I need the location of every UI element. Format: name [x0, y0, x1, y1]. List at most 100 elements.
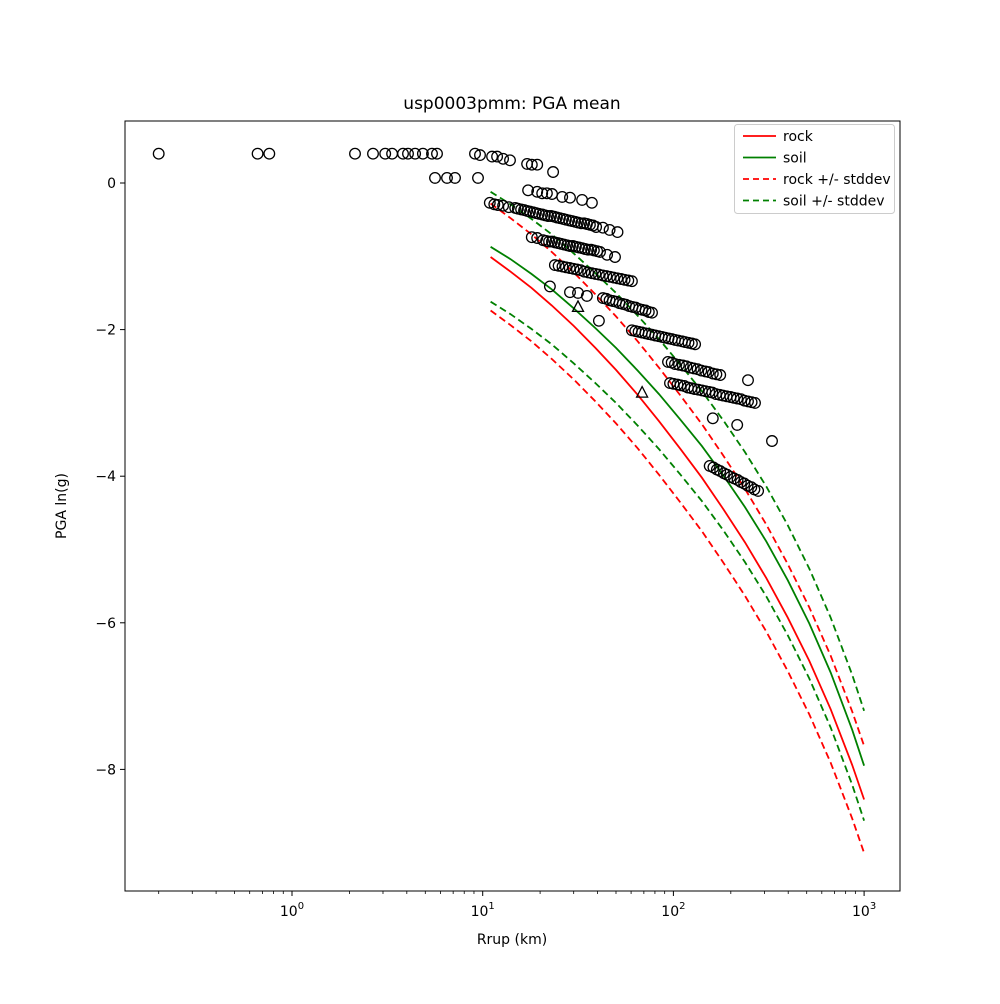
plot-border — [124, 120, 901, 892]
data-point-circle — [646, 306, 658, 319]
data-point-circle — [714, 369, 727, 381]
data-point-circle — [502, 201, 515, 214]
data-point-circle — [531, 232, 544, 244]
data-point-circle — [472, 171, 484, 184]
data-point-circle — [431, 147, 443, 160]
rock-plus-stddev-curve — [490, 202, 865, 747]
data-point-triangle — [635, 385, 649, 398]
data-point-circle — [469, 147, 481, 160]
data-point-circle — [721, 468, 733, 481]
data-point-circle — [674, 379, 687, 392]
data-point-circle — [575, 217, 588, 230]
data-point-circle — [525, 158, 538, 171]
data-point-circle — [749, 396, 761, 409]
data-point-circle — [669, 358, 681, 371]
y-tick-label: 0 — [107, 176, 116, 192]
data-point-circle — [543, 280, 556, 293]
data-point-circle — [738, 477, 751, 490]
legend-label: rock +/- stddev — [783, 172, 891, 188]
y-axis: 0 −2 −4 −6 −8 — [95, 176, 125, 778]
x-tick-label: 102 — [661, 901, 685, 920]
data-point-circle — [251, 147, 264, 160]
soil-minus-stddev-curve — [490, 300, 865, 821]
data-point-circle — [609, 251, 621, 263]
data-point-circle — [547, 166, 560, 178]
y-tick-label: −8 — [95, 762, 116, 778]
data-point-circle — [349, 147, 361, 160]
data-point-circle — [766, 435, 778, 447]
data-point-circle — [689, 338, 702, 351]
data-point-circle — [695, 364, 708, 377]
data-point-circle — [542, 210, 554, 222]
data-point-circle — [582, 243, 595, 256]
y-tick-label: −2 — [95, 323, 116, 339]
data-point-circle — [474, 149, 486, 162]
data-point-circle — [601, 248, 614, 261]
rock-minus-stddev-curve — [490, 309, 865, 854]
data-point-circle — [742, 374, 754, 387]
data-point-circle — [592, 314, 605, 327]
data-point-circle — [540, 187, 553, 200]
data-point-circle — [559, 261, 572, 274]
data-point-circle — [611, 226, 624, 239]
data-point-circle — [752, 484, 765, 497]
x-tick-label: 101 — [471, 901, 495, 920]
x-tick-label: 100 — [280, 901, 304, 920]
data-point-circle — [576, 193, 589, 206]
data-point-circle — [429, 171, 441, 184]
data-point-circle — [625, 275, 638, 288]
data-point-circle — [426, 147, 438, 160]
data-point-circle — [564, 191, 576, 204]
data-point-circle — [590, 221, 603, 233]
data-point-circle — [731, 418, 744, 431]
data-point-circle — [596, 221, 609, 234]
data-point-circle — [543, 235, 556, 248]
data-point-circle — [386, 147, 399, 160]
data-point-circle — [667, 377, 680, 390]
data-point-circle — [552, 259, 565, 272]
rock-mean-curve — [490, 256, 865, 800]
data-point-circle — [486, 150, 499, 163]
data-point-circle — [379, 147, 392, 160]
data-point-circle — [578, 265, 591, 278]
x-axis: 100 101 102 103 — [158, 891, 876, 920]
x-axis-label: Rrup (km) — [477, 932, 547, 948]
scatter-points — [152, 147, 778, 497]
data-point-circle — [531, 158, 544, 171]
data-point-circle — [491, 150, 504, 163]
y-axis-label: PGA ln(g) — [54, 473, 70, 539]
y-tick-label: −6 — [95, 616, 116, 632]
data-point-circle — [525, 231, 538, 244]
legend-box — [734, 124, 895, 214]
data-point-circle — [699, 385, 712, 398]
data-point-circle — [706, 412, 719, 425]
data-point-circle — [603, 223, 616, 236]
data-point-circle — [673, 358, 685, 371]
data-point-circle — [263, 147, 276, 160]
data-point-circle — [585, 196, 598, 209]
data-point-circle — [441, 171, 453, 184]
data-point-circle — [531, 185, 544, 198]
legend-label: soil — [783, 151, 807, 167]
chart-title: usp0003pmm: PGA mean — [403, 94, 620, 114]
data-point-circle — [731, 473, 744, 486]
data-point-circle — [580, 289, 593, 302]
data-point-circle — [710, 368, 723, 381]
data-point-triangle — [571, 299, 585, 313]
x-tick-label: 103 — [852, 901, 876, 920]
legend-label: soil +/- stddev — [783, 194, 885, 210]
legend: rock soil rock +/- stddev soil +/- stddev — [734, 124, 895, 214]
data-point-circle — [564, 240, 576, 252]
data-point-circle — [564, 286, 576, 299]
plot-area: 100 101 102 103 0 −2 −4 −6 −8 rock soil rock +/- st… — [95, 124, 895, 920]
data-point-circle — [522, 184, 535, 197]
data-point-circle — [594, 245, 606, 258]
data-point-circle — [745, 481, 758, 494]
data-point-circle — [536, 187, 549, 200]
data-point-circle — [491, 199, 504, 211]
data-point-circle — [497, 199, 510, 212]
data-point-circle — [504, 154, 516, 167]
soil-mean-curve — [490, 246, 865, 766]
